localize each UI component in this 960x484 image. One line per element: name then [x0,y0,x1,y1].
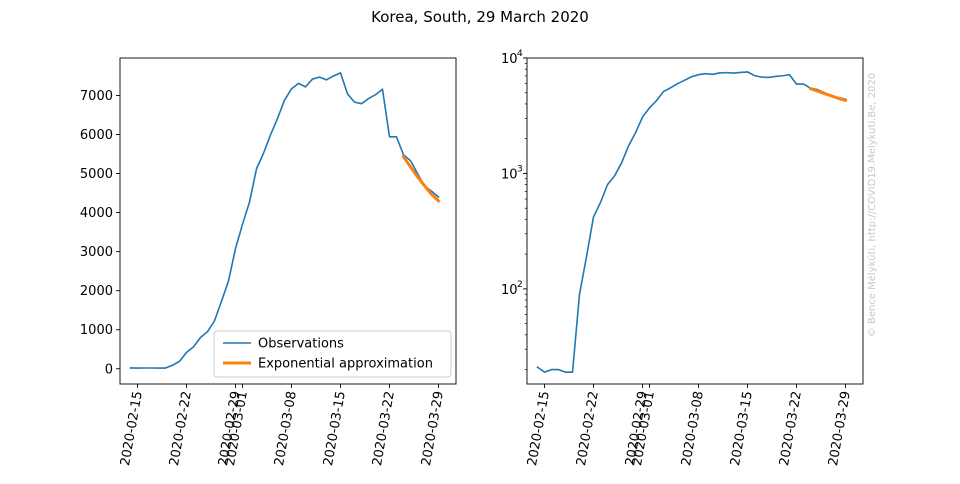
x-tick-label: 2020-03-08 [272,390,300,467]
watermark: © Bence Mélykúti, http://COVID19.Melykut… [866,73,878,337]
legend-label: Observations [258,337,344,352]
y-tick-exponent: 2 [517,280,523,290]
x-tick-label: 2020-03-15 [728,390,756,467]
x-tick-label: 2020-02-15 [118,390,146,467]
y-tick-label: 7000 [80,89,113,104]
x-tick-label: 2020-02-15 [525,390,553,467]
y-tick-label: 5000 [80,167,113,182]
x-tick-label: 2020-02-22 [167,390,195,467]
series-line-observations [129,72,440,369]
figure-title: Korea, South, 29 March 2020 [371,8,589,26]
y-tick-label: 1000 [80,323,113,338]
x-tick-label: 2020-03-29 [419,390,447,467]
y-tick-label: 10 [501,283,518,298]
y-tick-label: 2000 [80,284,113,299]
x-tick-label: 2020-03-22 [370,390,398,467]
x-tick-label: 2020-02-22 [574,390,602,467]
y-tick-label: 4000 [80,206,113,221]
series-line-exponential-approximation [401,154,441,204]
series-line-observations [536,71,847,373]
y-tick-label: 0 [105,362,113,377]
y-tick-exponent: 4 [517,49,523,59]
y-tick-label: 10 [501,167,518,182]
x-tick-label: 2020-03-22 [777,390,805,467]
x-tick-label: 2020-03-08 [679,390,707,467]
axes-frame [526,57,864,385]
x-tick-label: 2020-03-15 [321,390,349,467]
y-tick-exponent: 3 [517,164,523,174]
legend-label: Exponential approximation [258,357,433,372]
linear-panel: 0 1000 2000 3000 4000 5000 6000 7000 2020-02-15 2… [80,57,457,467]
axes-frame [119,57,457,385]
x-tick-label: 2020-03-29 [826,390,854,467]
y-tick-label: 3000 [80,245,113,260]
y-tick-label: 6000 [80,128,113,143]
legend-box [213,330,452,378]
series-line-exponential-approximation [808,86,848,103]
y-tick-label: 10 [501,52,518,67]
